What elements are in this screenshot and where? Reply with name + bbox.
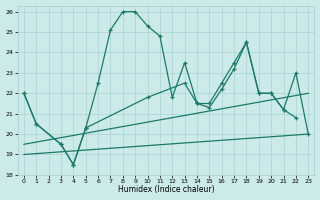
X-axis label: Humidex (Indice chaleur): Humidex (Indice chaleur)	[118, 185, 214, 194]
